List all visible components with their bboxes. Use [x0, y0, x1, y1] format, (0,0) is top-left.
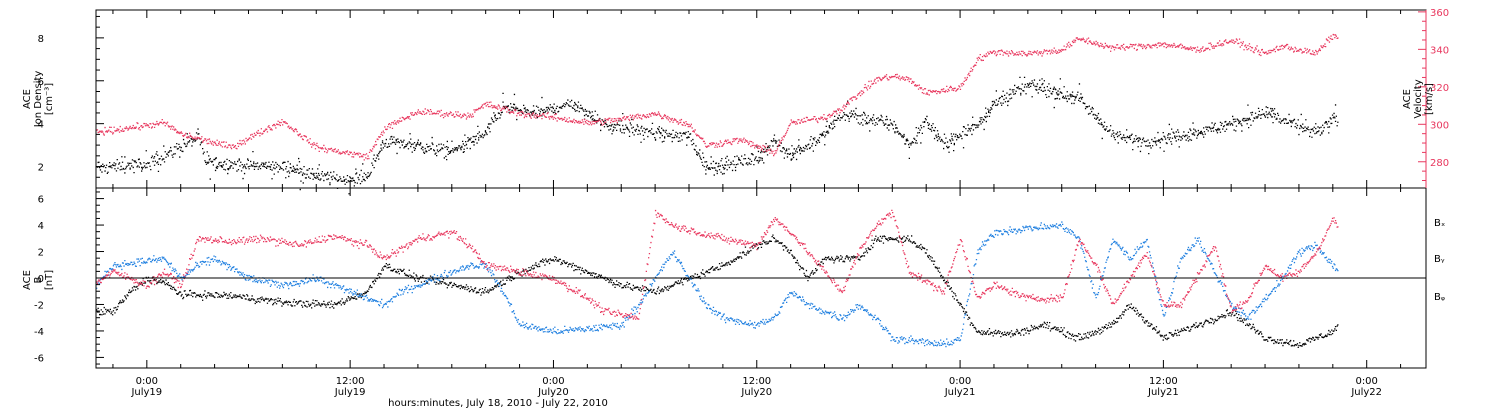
legend-bz: Bᵩ: [1434, 292, 1445, 303]
x-tick-day: July21: [944, 387, 976, 398]
top-left-title-line-1: ACE: [22, 89, 33, 109]
bottom-left-tick-label: 2: [38, 248, 44, 259]
top-right-title-line-3: [km/s]: [1424, 83, 1435, 115]
top-right-axis-title: ACE Velocity [km/s]: [1402, 79, 1435, 118]
bottom-left-tick-label: -4: [34, 327, 44, 338]
bottom-left-title-line-3: [nT]: [44, 270, 55, 290]
bottom-left-tick-label: 0: [38, 274, 44, 285]
top-left-tick-label: 2: [38, 163, 44, 174]
x-tick-time: 0:00: [1355, 376, 1377, 387]
bottom-left-tick-label: -2: [34, 300, 44, 311]
series-bx: [96, 234, 1339, 348]
x-tick-day: July20: [537, 387, 569, 398]
series-by: [96, 221, 1339, 348]
top-right-title-line-1: ACE: [1402, 89, 1413, 109]
top-right-tick-label: 320: [1430, 83, 1449, 94]
legend-by: Bᵧ: [1434, 254, 1445, 265]
bottom-left-axis-title: ACE B [nT]: [22, 270, 55, 290]
x-axis-label: hours:minutes, July 18, 2010 - July 22, …: [388, 398, 608, 409]
bottom-legend: Bₓ Bᵧ Bᵩ: [1434, 218, 1445, 303]
axis-layer: 2468280300320340360-6-4-202460:00July191…: [34, 8, 1449, 398]
x-tick-time: 0:00: [136, 376, 158, 387]
bottom-left-tick-label: 6: [38, 195, 44, 206]
velocity-series-points: [96, 33, 1339, 161]
top-right-tick-label: 300: [1430, 120, 1449, 131]
x-tick-time: 12:00: [742, 376, 771, 387]
bottom-left-title-line-1: ACE: [22, 270, 33, 290]
x-tick-time: 0:00: [542, 376, 564, 387]
series-bx-points: [96, 234, 1339, 348]
frame-layer: [95, 9, 1427, 369]
top-left-tick-label: 4: [38, 120, 44, 131]
x-tick-time: 12:00: [1149, 376, 1178, 387]
bottom-left-tick-label: -6: [34, 353, 44, 364]
top-right-tick-label: 360: [1430, 8, 1449, 19]
series-by-points: [96, 221, 1339, 348]
top-right-title-line-2: Velocity: [1413, 79, 1424, 118]
x-tick-day: July19: [130, 387, 162, 398]
legend-bx: Bₓ: [1434, 218, 1445, 229]
ion-density-series-points: [96, 76, 1339, 195]
top-panel-frame: [95, 9, 1427, 189]
velocity-series: [96, 33, 1339, 161]
top-left-title-line-2: Ion Density: [33, 71, 44, 128]
x-tick-time: 0:00: [949, 376, 971, 387]
data-layer: [96, 33, 1339, 348]
top-left-title-line-3: [cm⁻³]: [44, 83, 55, 115]
top-left-tick-label: 8: [38, 34, 44, 45]
ion-density-series: [96, 76, 1339, 195]
x-tick-day: July21: [1147, 387, 1179, 398]
x-tick-day: July20: [740, 387, 772, 398]
x-tick-time: 12:00: [336, 376, 365, 387]
top-left-tick-label: 6: [38, 77, 44, 88]
top-left-axis-title: ACE Ion Density [cm⁻³]: [22, 71, 55, 128]
top-right-tick-label: 280: [1430, 158, 1449, 169]
x-tick-day: July22: [1350, 387, 1382, 398]
x-tick-day: July19: [334, 387, 366, 398]
top-right-tick-label: 340: [1430, 45, 1449, 56]
bottom-left-title-line-2: B: [33, 276, 44, 283]
bottom-left-tick-label: 4: [38, 221, 44, 232]
